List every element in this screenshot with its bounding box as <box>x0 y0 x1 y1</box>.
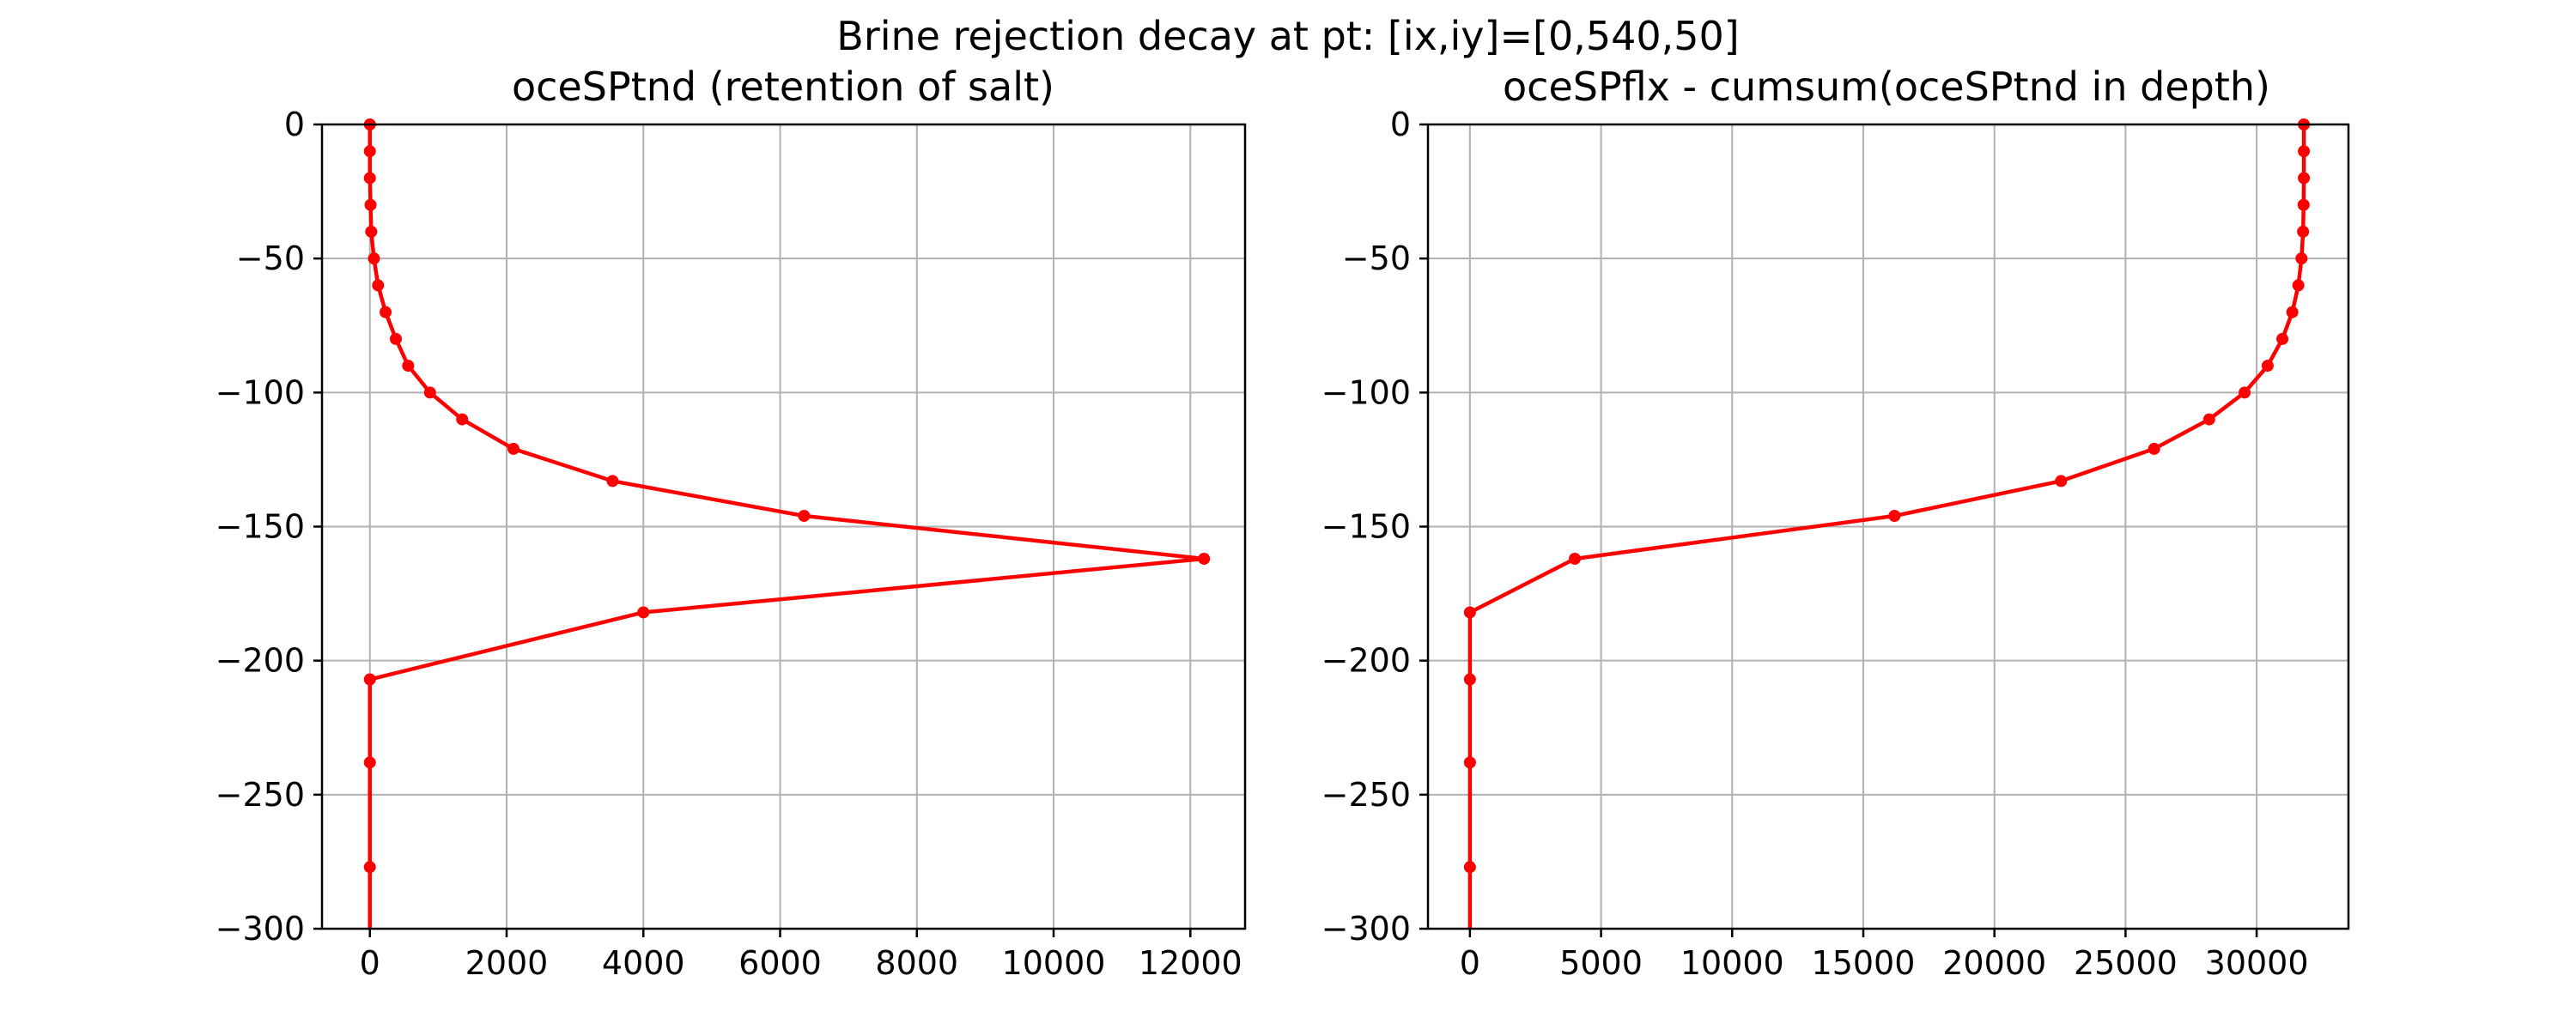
chart-left-ytick-label: −200 <box>216 642 305 680</box>
chart-right-data-point <box>2202 413 2215 426</box>
chart-right-data-point <box>2298 145 2311 158</box>
chart-right-ytick-label: −200 <box>1321 642 1411 680</box>
chart-right-ytick-label: −250 <box>1321 776 1411 814</box>
chart-left-xtick-label: 0 <box>360 944 380 982</box>
chart-right-xtick-label: 10000 <box>1680 944 1784 982</box>
chart-left-title: oceSPtnd (retention of salt) <box>512 64 1054 110</box>
chart-left-ytick-label: 0 <box>284 106 305 143</box>
chart-right-data-point <box>1463 673 1476 686</box>
chart-right-data-point <box>2261 360 2274 373</box>
chart-right-data-point <box>2297 225 2310 238</box>
chart-left-xtick-label: 2000 <box>465 944 549 982</box>
chart-left-data-point <box>363 861 376 874</box>
chart-left-panel: oceSPtnd (retention of salt) 0 2000 4000 60… <box>216 64 1247 982</box>
chart-right-xtick-label: 0 <box>1460 944 1480 982</box>
chart-left-data-point <box>606 475 619 488</box>
chart-right-xtick-label: 5000 <box>1559 944 1643 982</box>
chart-left-data-point <box>507 442 519 455</box>
chart-left-xtick-label: 12000 <box>1139 944 1242 982</box>
chart-right-ytick-label: −50 <box>1342 239 1411 277</box>
chart-left-data-point <box>368 252 380 265</box>
figure-suptitle: Brine rejection decay at pt: [ix,iy]=[0,… <box>836 13 1739 59</box>
chart-right-data-point <box>2297 198 2310 211</box>
chart-right-data-point <box>1463 606 1476 619</box>
chart-right-data-point <box>1463 861 1476 874</box>
chart-right-ytick-label: −300 <box>1321 910 1411 948</box>
chart-left-data-point <box>365 225 378 238</box>
chart-left-ytick-label: −150 <box>216 508 305 546</box>
chart-right-data-point <box>1463 756 1476 769</box>
chart-left-data-point <box>363 172 376 185</box>
chart-right-data-point <box>2295 252 2308 265</box>
chart-left-data-point <box>390 332 402 345</box>
chart-right-ytick-label: −100 <box>1321 373 1411 411</box>
chart-left-series-line <box>368 124 1206 929</box>
chart-right-data-point <box>1888 510 1901 523</box>
chart-right-series-line <box>1467 124 2306 929</box>
chart-left-data-point <box>423 386 436 399</box>
chart-left-data-point <box>402 360 415 373</box>
chart-right-data-point <box>2298 172 2311 185</box>
chart-left-data-point <box>1198 552 1211 565</box>
chart-right-data-point <box>2286 306 2299 318</box>
chart-left-data-point <box>363 673 376 686</box>
chart-right-panel: oceSPflx - cumsum(oceSPtnd in depth) 0 50… <box>1321 64 2350 982</box>
chart-right-xtick-label: 30000 <box>2205 944 2309 982</box>
chart-left-xtick-label: 8000 <box>875 944 958 982</box>
chart-left-ytick-label: −300 <box>216 910 305 948</box>
chart-right-data-point <box>2148 442 2160 455</box>
chart-left-xtick-label: 6000 <box>738 944 822 982</box>
chart-left-data-point <box>363 145 376 158</box>
chart-right-ytick-label: 0 <box>1390 106 1411 143</box>
chart-right-data-point <box>2292 279 2305 292</box>
chart-left-data-point <box>364 198 377 211</box>
chart-left-ytick-label: −100 <box>216 373 305 411</box>
chart-right-xtick-label: 20000 <box>1942 944 2046 982</box>
chart-right-xtick-label: 15000 <box>1812 944 1916 982</box>
chart-left-data-point <box>363 756 376 769</box>
chart-right-data-point <box>2276 332 2289 345</box>
chart-left-data-point <box>380 306 392 318</box>
chart-left-ytick-label: −250 <box>216 776 305 814</box>
chart-right-data-point <box>2239 386 2251 399</box>
chart-left-data-point <box>798 510 811 523</box>
chart-left-data-point <box>456 413 469 426</box>
chart-left-xtick-label: 10000 <box>1002 944 1106 982</box>
chart-left-data-point <box>637 606 650 619</box>
chart-left-ytick-label: −50 <box>236 239 305 277</box>
chart-right-title: oceSPflx - cumsum(oceSPtnd in depth) <box>1503 64 2270 110</box>
chart-left-xtick-label: 4000 <box>602 944 685 982</box>
chart-right-ytick-label: −150 <box>1321 508 1411 546</box>
chart-right-xtick-label: 25000 <box>2074 944 2178 982</box>
chart-right-data-point <box>2055 475 2068 488</box>
chart-right-data-point <box>1569 552 1582 565</box>
chart-left-data-point <box>372 279 385 292</box>
